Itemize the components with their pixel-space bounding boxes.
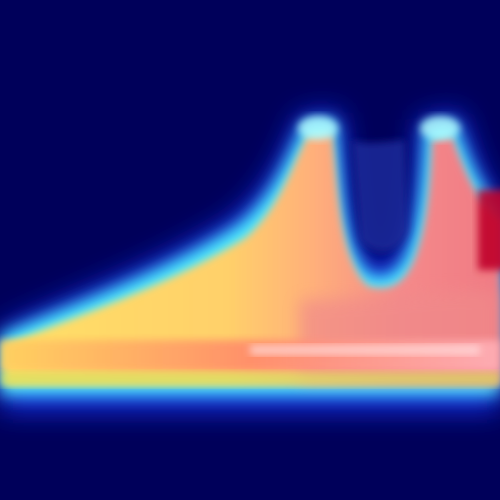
lower-edge <box>0 372 500 386</box>
highlight-stripe <box>250 345 480 355</box>
left-peak-highlight <box>298 116 338 140</box>
right-peak-highlight <box>420 116 460 140</box>
base-band <box>0 340 500 372</box>
hot-edge-right <box>478 190 500 270</box>
inner-notch <box>352 140 408 252</box>
